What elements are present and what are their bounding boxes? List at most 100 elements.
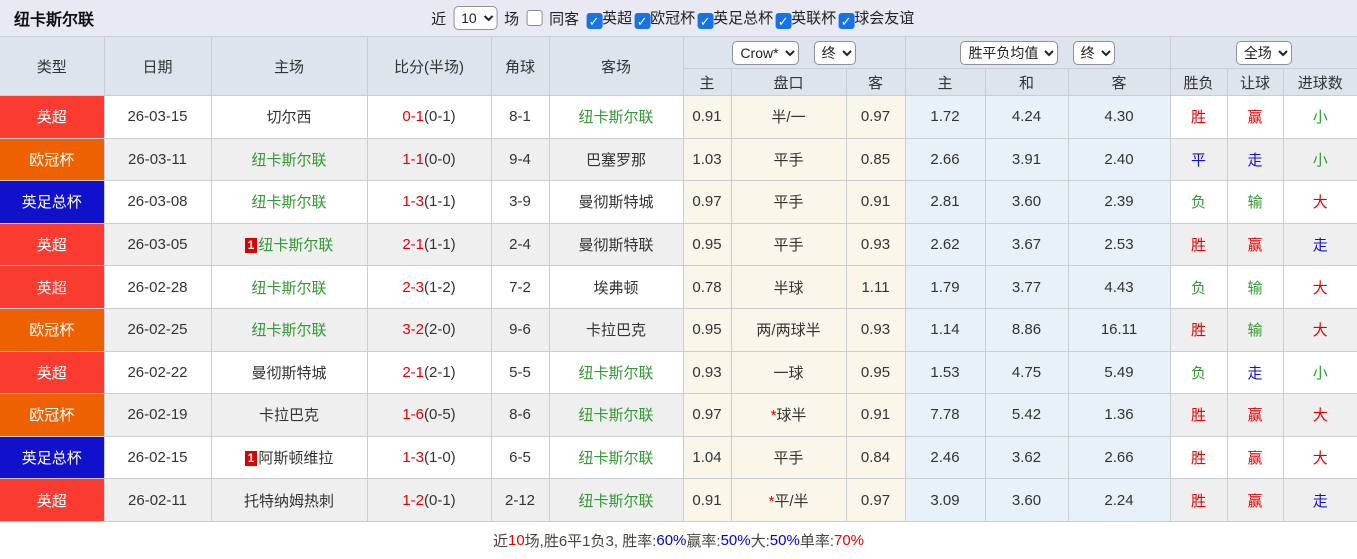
fulltime-score: 2-1 xyxy=(402,363,424,381)
odds-home-cell: 2.62 xyxy=(904,222,986,267)
score-cell: 1-3(1-1) xyxy=(366,180,492,224)
home-team-link[interactable]: 切尔西 xyxy=(266,109,312,127)
result-cell: 负 xyxy=(1169,180,1228,224)
home-team-link[interactable]: 纽卡斯尔联 xyxy=(251,194,327,212)
home-team-cell: 托特纳姆热刺 xyxy=(210,478,368,522)
date-cell: 26-02-22 xyxy=(103,350,212,395)
home-team-cell: 卡拉巴克 xyxy=(210,393,368,437)
matches-label: 场 xyxy=(504,10,520,28)
away-team-cell: 曼彻斯特城 xyxy=(548,180,684,224)
home-team-link[interactable]: 纽卡斯尔联 xyxy=(251,279,327,297)
away-team-link[interactable]: 纽卡斯尔联 xyxy=(578,109,654,127)
home-team-link[interactable]: 纽卡斯尔联 xyxy=(251,322,327,340)
league-checkbox[interactable]: ✓ xyxy=(586,13,603,29)
league-label: 英足总杯 xyxy=(713,10,774,27)
home-team-link[interactable]: 曼彻斯特城 xyxy=(251,364,327,382)
col-handicap-line: 盘口 xyxy=(730,68,847,96)
col-handicap-away: 客 xyxy=(845,68,906,96)
same-venue-label: 同客 xyxy=(549,10,580,28)
col-odds-home: 主 xyxy=(904,68,986,96)
handicap-result-cell: 赢 xyxy=(1226,393,1284,437)
fulltime-score: 2-1 xyxy=(402,236,424,254)
odds-home-cell: 1.14 xyxy=(904,307,986,352)
away-team-link[interactable]: 埃弗顿 xyxy=(593,279,639,297)
same-venue-checkbox[interactable] xyxy=(526,10,543,26)
fulltime-score: 1-3 xyxy=(402,193,424,211)
corners-cell: 5-5 xyxy=(490,350,550,395)
halftime-score: (2-0) xyxy=(424,321,456,339)
odds-away-cell: 4.43 xyxy=(1067,265,1171,309)
away-team-link[interactable]: 纽卡斯尔联 xyxy=(578,364,654,382)
scope-select[interactable]: 全场 xyxy=(1235,40,1292,65)
handicap-line-cell: 平手 xyxy=(730,180,847,224)
halftime-score: (1-0) xyxy=(424,449,456,467)
league-checkbox[interactable]: ✓ xyxy=(634,13,651,29)
goals-result-cell: 小 xyxy=(1282,137,1357,182)
league-checkbox[interactable]: ✓ xyxy=(775,13,792,29)
home-team-link[interactable]: 纽卡斯尔联 xyxy=(251,151,327,169)
away-team-link[interactable]: 卡拉巴克 xyxy=(585,322,646,340)
table-row: 英足总杯 26-02-15 1 阿斯顿维拉 1-3(1-0) 6-5 纽卡斯尔联 … xyxy=(0,435,1357,480)
away-team-link[interactable]: 纽卡斯尔联 xyxy=(578,450,654,468)
type-cell: 英超 xyxy=(0,478,105,522)
summary-segment: 50% xyxy=(720,531,751,549)
away-team-cell: 纽卡斯尔联 xyxy=(548,393,684,437)
corners-cell: 3-9 xyxy=(490,180,550,224)
away-team-link[interactable]: 纽卡斯尔联 xyxy=(578,492,654,510)
summary-segment: 近 xyxy=(492,532,508,550)
home-team-cell: 切尔西 xyxy=(210,95,368,139)
home-team-link[interactable]: 纽卡斯尔联 xyxy=(258,237,334,255)
handicap-line-cell: 平手 xyxy=(730,137,847,182)
recent-label: 近 xyxy=(431,10,447,28)
handicap-line: 半/一 xyxy=(771,109,806,127)
home-team-cell: 纽卡斯尔联 xyxy=(210,307,368,352)
goals-result-cell: 走 xyxy=(1282,478,1357,522)
handicap-away-odds: 0.93 xyxy=(845,307,906,352)
home-team-link[interactable]: 阿斯顿维拉 xyxy=(258,450,334,468)
score-cell: 0-1(0-1) xyxy=(366,95,492,139)
halftime-score: (2-1) xyxy=(424,363,456,381)
score-cell: 2-1(1-1) xyxy=(366,222,492,267)
date-cell: 26-02-25 xyxy=(103,307,212,352)
home-team-cell: 纽卡斯尔联 xyxy=(210,180,368,224)
handicap-result-cell: 输 xyxy=(1226,180,1284,224)
odds-draw-cell: 3.91 xyxy=(984,137,1069,182)
away-team-link[interactable]: 曼彻斯特城 xyxy=(578,194,654,212)
odds-group-header: 胜平负均值 终 xyxy=(904,36,1171,69)
away-team-link[interactable]: 曼彻斯特联 xyxy=(578,237,654,255)
col-odds-draw: 和 xyxy=(984,68,1069,96)
odds-draw-cell: 3.67 xyxy=(984,222,1069,267)
score-cell: 1-3(1-0) xyxy=(366,435,492,480)
away-team-link[interactable]: 纽卡斯尔联 xyxy=(578,407,654,425)
handicap-line-cell: 两/两球半 xyxy=(730,307,847,352)
col-home: 主场 xyxy=(210,36,368,96)
home-team-cell: 纽卡斯尔联 xyxy=(210,137,368,182)
fulltime-score: 1-6 xyxy=(402,406,424,424)
bookmaker-select[interactable]: Crow* xyxy=(732,40,800,65)
handicap-result-cell: 输 xyxy=(1226,265,1284,309)
date-cell: 26-02-15 xyxy=(103,435,212,480)
odds-home-cell: 2.46 xyxy=(904,435,986,480)
away-team-cell: 纽卡斯尔联 xyxy=(548,350,684,395)
away-team-link[interactable]: 巴塞罗那 xyxy=(585,151,646,169)
date-cell: 26-03-05 xyxy=(103,222,212,267)
score-cell: 1-2(0-1) xyxy=(366,478,492,522)
bookmaker-period-select[interactable]: 终 xyxy=(813,40,856,65)
table-row: 欧冠杯 26-02-25 纽卡斯尔联 3-2(2-0) 9-6 卡拉巴克 0.9… xyxy=(0,307,1357,352)
date-cell: 26-02-28 xyxy=(103,265,212,309)
handicap-line: 一球 xyxy=(773,364,804,382)
away-team-cell: 卡拉巴克 xyxy=(548,307,684,352)
league-checkbox[interactable]: ✓ xyxy=(697,13,714,29)
halftime-score: (1-1) xyxy=(424,236,456,254)
league-checkbox[interactable]: ✓ xyxy=(838,13,855,29)
odds-avg-select[interactable]: 胜平负均值 xyxy=(960,40,1059,65)
handicap-away-odds: 0.85 xyxy=(845,137,906,182)
fulltime-score: 1-2 xyxy=(402,491,424,509)
handicap-home-odds: 0.95 xyxy=(682,307,732,352)
home-team-link[interactable]: 卡拉巴克 xyxy=(258,407,319,425)
home-team-link[interactable]: 托特纳姆热刺 xyxy=(243,492,334,510)
odds-period-select[interactable]: 终 xyxy=(1072,40,1115,65)
odds-home-cell: 1.53 xyxy=(904,350,986,395)
recent-count-select[interactable]: 10 xyxy=(453,6,498,30)
col-result: 胜负 xyxy=(1169,68,1228,96)
